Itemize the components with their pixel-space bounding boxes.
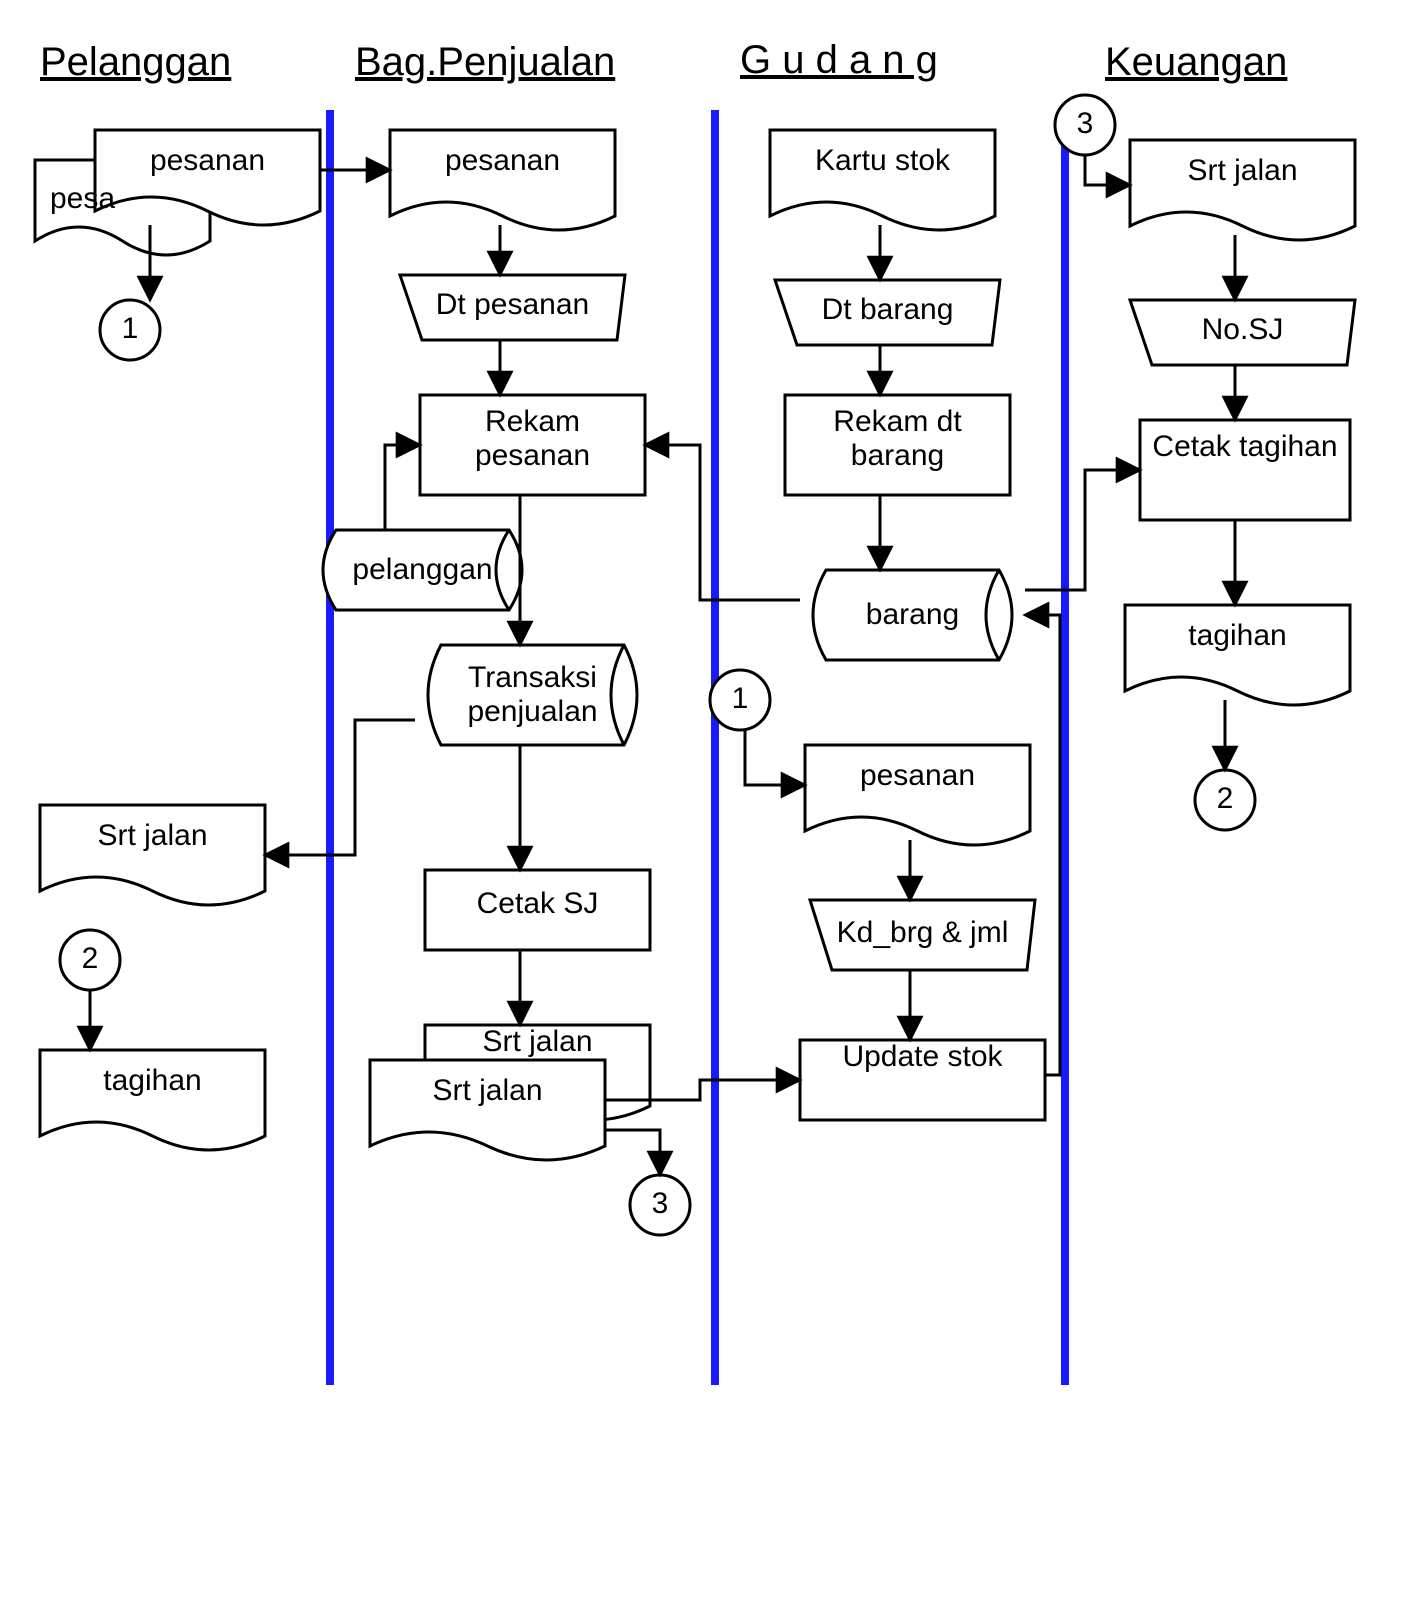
node-gd_barang: barang <box>808 598 1017 633</box>
node-ku_cetak: Cetak tagihan <box>1148 430 1342 465</box>
node-gd_pesanan: pesanan <box>813 759 1022 794</box>
node-pel_srt: Srt jalan <box>48 819 257 854</box>
node-pel_conn1: 1 <box>100 312 160 347</box>
node-bp_dtpesanan: Dt pesanan <box>408 288 617 323</box>
lane-header-h3: G u d a n g <box>740 38 938 83</box>
lane-header-h4: Keuangan <box>1105 40 1287 85</box>
node-bp_srt_back: Srt jalan <box>433 1025 642 1060</box>
node-gd_kartu: Kartu stok <box>778 144 987 179</box>
node-gd_update: Update stok <box>808 1040 1037 1075</box>
node-gd_conn1: 1 <box>710 682 770 717</box>
flowchart-stage: Pelanggan Bag.Penjualan G u d a n g Keuanga… <box>0 0 1420 1600</box>
node-bp_srt: Srt jalan <box>378 1074 597 1109</box>
node-pel_pesanan: pesanan <box>103 144 312 179</box>
lane-header-h2: Bag.Penjualan <box>355 40 615 85</box>
node-gd_kdbrg: Kd_brg & jml <box>818 916 1027 951</box>
node-gd_rekam: Rekam dt barang <box>793 405 1002 474</box>
node-bp_rekam: Rekam pesanan <box>428 405 637 474</box>
node-bp_cetaksj: Cetak SJ <box>433 887 642 922</box>
lane-header-h1: Pelanggan <box>40 40 231 85</box>
node-ku_nosj: No.SJ <box>1138 313 1347 348</box>
node-gd_dtbarang: Dt barang <box>783 293 992 328</box>
node-pel_pesanan_back: pesa <box>3 182 162 217</box>
node-bp_pesanan: pesanan <box>398 144 607 179</box>
node-bp_conn3: 3 <box>630 1187 690 1222</box>
node-ku_conn3: 3 <box>1055 107 1115 142</box>
node-bp_pelanggan: pelanggan <box>318 553 527 588</box>
node-pel_tagihan: tagihan <box>48 1064 257 1099</box>
node-bp_transaksi: Transaksi penjualan <box>423 661 642 730</box>
node-ku_tagihan: tagihan <box>1133 619 1342 654</box>
node-ku_conn2: 2 <box>1195 782 1255 817</box>
node-ku_srt: Srt jalan <box>1138 154 1347 189</box>
node-pel_conn2: 2 <box>60 942 120 977</box>
